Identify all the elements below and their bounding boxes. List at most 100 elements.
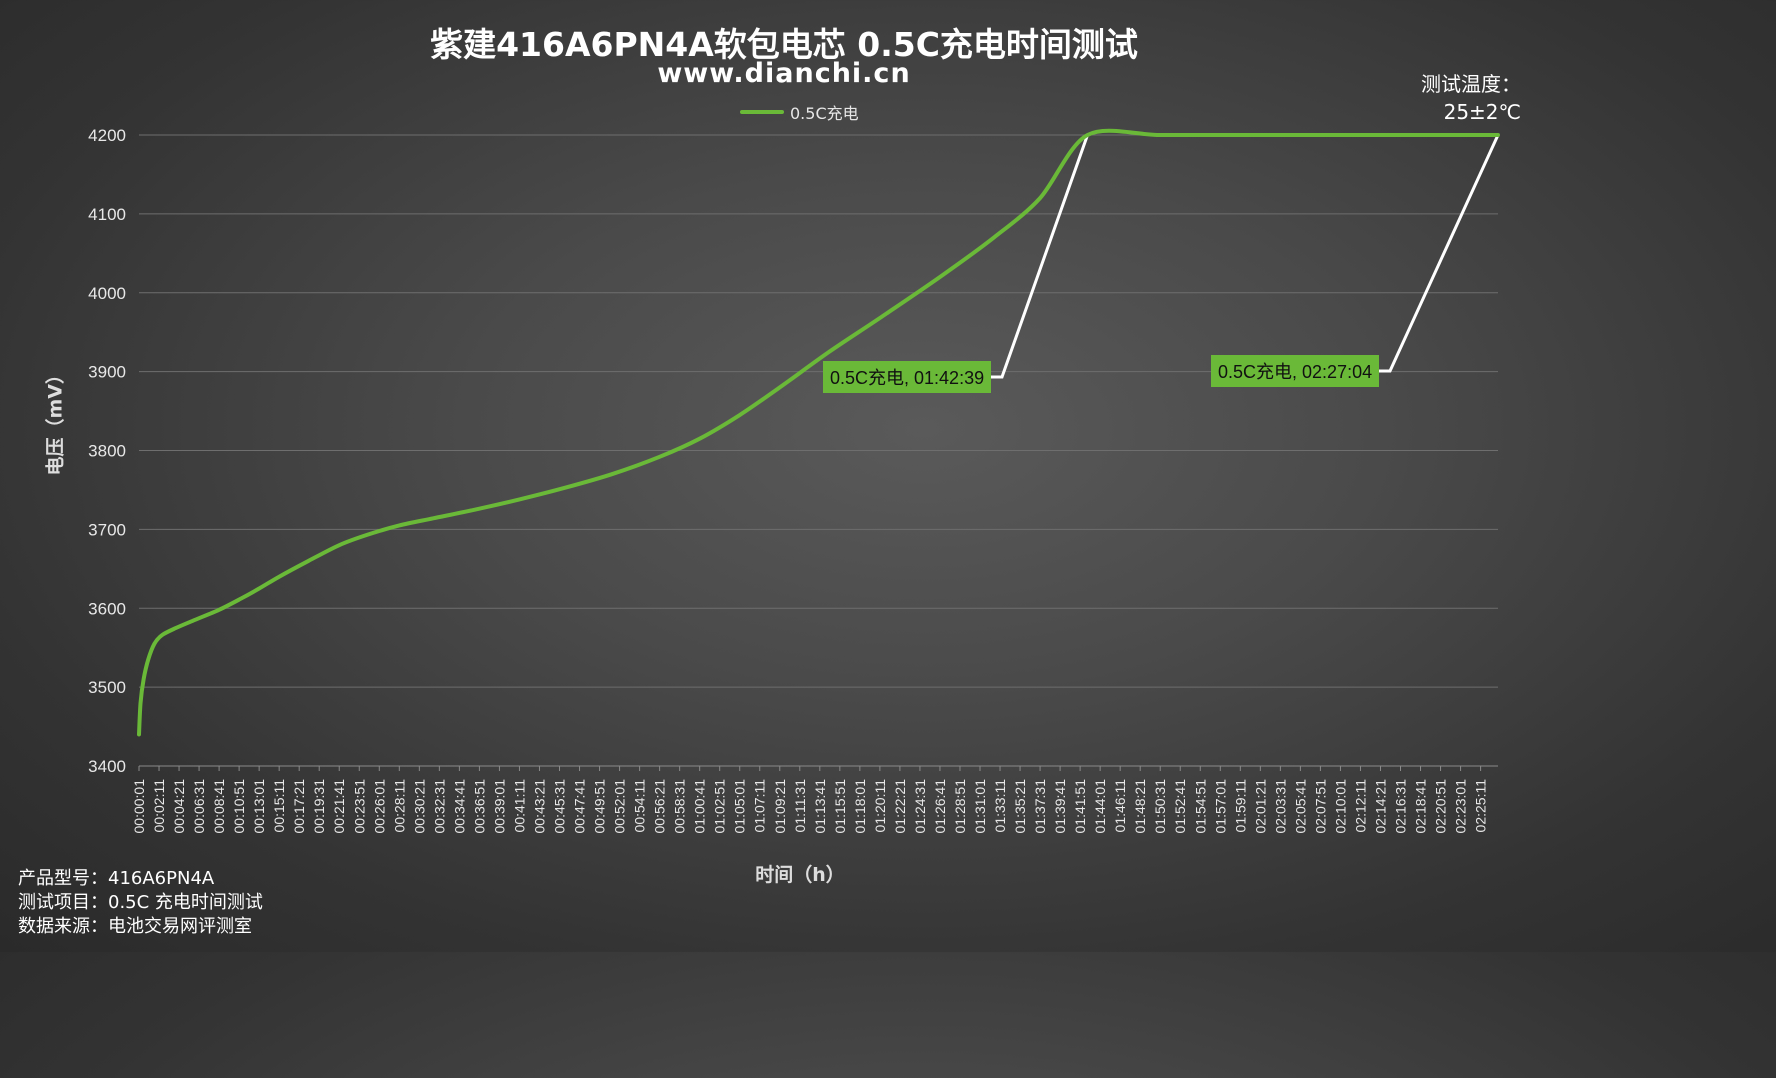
x-tick-label: 00:00:01 [131, 779, 147, 834]
x-tick-label: 01:26:41 [932, 779, 948, 834]
x-tick-label: 00:19:31 [311, 779, 327, 834]
x-tick-label: 01:54:51 [1192, 779, 1208, 834]
x-tick-label: 02:07:51 [1312, 779, 1328, 834]
x-tick-label: 01:24:31 [912, 779, 928, 834]
y-tick-label: 3700 [88, 520, 126, 539]
x-tick-label: 01:02:51 [712, 779, 728, 834]
x-tick-label: 02:16:31 [1392, 779, 1408, 834]
x-tick-label: 00:36:51 [471, 779, 487, 834]
callout-end-of-charge: 0.5C充电, 02:27:04 [1211, 355, 1380, 387]
x-tick-label: 00:39:01 [491, 779, 507, 834]
x-tick-label: 00:30:21 [411, 779, 427, 834]
callout-leader-line [991, 134, 1089, 379]
x-tick-label: 00:32:31 [431, 779, 447, 834]
test-temperature-value: 25±2℃ [1443, 100, 1521, 124]
series-line [137, 128, 1500, 737]
legend-swatch [740, 110, 784, 114]
x-tick-label: 01:46:11 [1112, 779, 1128, 833]
product-model: 产品型号：416A6PN4A [18, 868, 215, 889]
voltage-chart: 3400 3500 3600 3700 3800 3900 4000 4100 4200 00:… [88, 126, 1500, 834]
x-tick-label: 02:01:21 [1252, 779, 1268, 834]
x-tick-label: 00:23:51 [351, 779, 367, 834]
y-tick-label: 4000 [88, 284, 126, 303]
x-tick-label: 00:15:11 [271, 779, 287, 833]
x-tick-label: 01:37:31 [1032, 779, 1048, 834]
chart-legend: 0.5C充电 [740, 100, 859, 124]
x-tick-label: 02:20:51 [1433, 779, 1449, 834]
x-tick-label: 00:47:41 [572, 779, 588, 834]
x-tick-label: 00:21:41 [331, 779, 347, 834]
x-tick-label: 00:10:51 [231, 779, 247, 834]
x-tick-label: 01:22:21 [892, 779, 908, 834]
x-tick-label: 01:18:01 [852, 779, 868, 834]
x-tick-label: 01:33:11 [992, 779, 1008, 833]
y-tick-label: 4100 [88, 205, 126, 224]
x-tick-label: 00:45:31 [551, 779, 567, 834]
y-axis-ticks: 3400 3500 3600 3700 3800 3900 4000 4100 4200 [88, 126, 126, 776]
x-tick-label: 00:43:21 [531, 779, 547, 834]
y-tick-label: 3900 [88, 363, 126, 382]
callout-end-of-cc: 0.5C充电, 01:42:39 [823, 361, 992, 393]
y-axis-label: 电压（mV） [44, 364, 67, 476]
y-tick-label: 3400 [88, 757, 126, 776]
y-tick-label: 4200 [88, 126, 126, 145]
x-tick-label: 01:00:41 [692, 779, 708, 834]
x-tick-label: 00:58:31 [672, 779, 688, 834]
x-tick-label: 02:14:21 [1372, 779, 1388, 834]
x-tick-label: 00:17:21 [291, 779, 307, 834]
x-tick-label: 01:05:01 [732, 779, 748, 834]
x-tick-label: 00:06:31 [191, 779, 207, 834]
x-tick-label: 00:08:41 [211, 779, 227, 834]
x-tick-label: 02:05:41 [1292, 779, 1308, 834]
y-tick-label: 3600 [88, 599, 126, 618]
x-tick-label: 01:59:11 [1232, 779, 1248, 833]
x-tick-label: 00:26:01 [371, 779, 387, 834]
x-tick-label: 00:52:01 [612, 779, 628, 834]
x-tick-label: 01:39:41 [1052, 779, 1068, 834]
x-tick-label: 01:44:01 [1092, 779, 1108, 834]
x-tick-label: 01:11:31 [792, 779, 808, 833]
x-tick-label: 00:13:01 [251, 779, 267, 834]
x-tick-label: 00:54:11 [632, 779, 648, 833]
x-tick-label: 01:28:51 [952, 779, 968, 834]
x-tick-label: 00:28:11 [391, 779, 407, 833]
x-tick-label: 01:15:51 [832, 779, 848, 834]
x-tick-label: 01:07:11 [752, 779, 768, 833]
y-tick-label: 3500 [88, 678, 126, 697]
x-tick-label: 02:03:31 [1272, 779, 1288, 834]
x-axis-label: 时间（h） [755, 864, 845, 886]
x-tick-label: 01:50:31 [1152, 779, 1168, 834]
x-tick-label: 00:02:11 [151, 779, 167, 833]
callout-leaders [991, 134, 1500, 379]
series-group [137, 128, 1500, 737]
x-tick-label: 01:41:51 [1072, 779, 1088, 834]
x-tick-label: 02:12:11 [1352, 779, 1368, 833]
data-source: 数据来源：电池交易网评测室 [18, 916, 252, 937]
test-item: 测试项目：0.5C 充电时间测试 [18, 892, 263, 913]
x-tick-label: 02:10:01 [1332, 779, 1348, 834]
x-tick-label: 00:04:21 [171, 779, 187, 834]
x-tick-label: 02:25:11 [1473, 779, 1489, 833]
x-tick-label: 01:48:21 [1132, 779, 1148, 834]
x-axis-ticks: 00:00:01 00:02:11 00:04:21 00:06:31 00:08:41… [131, 766, 1489, 834]
x-tick-label: 01:20:11 [872, 779, 888, 833]
x-tick-label: 02:18:41 [1413, 779, 1429, 834]
test-temperature-label: 测试温度： [1421, 72, 1521, 96]
legend-label: 0.5C充电 [790, 104, 859, 123]
x-tick-label: 01:52:41 [1172, 779, 1188, 834]
x-tick-label: 01:09:21 [772, 779, 788, 834]
chart-grid [139, 134, 1498, 767]
x-tick-label: 02:23:01 [1453, 779, 1469, 834]
x-tick-label: 00:49:51 [592, 779, 608, 834]
chart-title: 紫建416A6PN4A软包电芯 0.5C充电时间测试 [430, 25, 1138, 64]
x-tick-label: 00:34:41 [451, 779, 467, 834]
x-tick-label: 01:31:01 [972, 779, 988, 834]
chart-subtitle: www.dianchi.cn [657, 58, 911, 89]
x-tick-label: 01:35:21 [1012, 779, 1028, 834]
x-tick-label: 01:13:41 [812, 779, 828, 834]
y-tick-label: 3800 [88, 442, 126, 461]
x-tick-label: 00:56:21 [652, 779, 668, 834]
callout-leader-line [1379, 134, 1500, 373]
x-tick-label: 01:57:01 [1212, 779, 1228, 834]
x-tick-label: 00:41:11 [511, 779, 527, 833]
